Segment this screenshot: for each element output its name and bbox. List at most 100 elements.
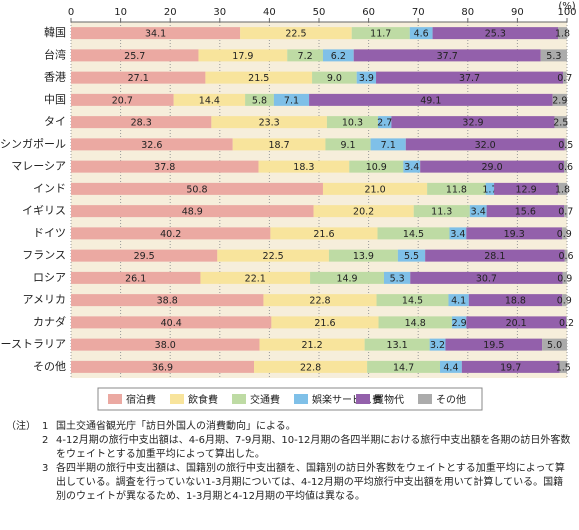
note-row: （注） 1 国土交通省観光庁「訪日外国人の消費動向」による。 <box>6 420 572 434</box>
x-tick-label: 70 <box>412 7 425 18</box>
note-text: 4-12月期の旅行中支出額は、4-6月期、7-9月期、10-12月期の各四半期に… <box>56 435 571 460</box>
chart: (%) 0 10 20 30 40 50 60 70 80 90 100 韓国 34.1 22.5 11.7… <box>0 1 577 411</box>
bar-segment <box>449 227 467 240</box>
note-number: 2 <box>42 435 49 446</box>
bar-segment <box>273 93 310 106</box>
value-label: 1.8 <box>555 184 570 195</box>
y-tick-label: インド <box>33 182 66 195</box>
bar-segment <box>391 116 555 129</box>
bar-segment <box>494 182 559 195</box>
bar-segment <box>427 182 486 195</box>
note-text: 国土交通省観光庁「訪日外国人の消費動向」による。 <box>56 421 296 432</box>
bar-segment <box>378 116 392 129</box>
bar-segment <box>429 338 446 351</box>
value-label: 22.8 <box>300 362 321 373</box>
value-label: 21.6 <box>314 318 335 329</box>
x-tick-label: 20 <box>164 7 177 18</box>
notes: （注） 1 国土交通省観光庁「訪日外国人の消費動向」による。 2 4-12月期の旅行中支… <box>6 420 572 504</box>
legend-box <box>97 387 483 411</box>
value-label: 7.1 <box>284 95 299 106</box>
bar-segment <box>217 249 329 262</box>
y-tick-label: アメリカ <box>23 293 66 306</box>
legend-swatch <box>294 394 308 404</box>
bar-segment <box>563 71 567 84</box>
bar-segment <box>71 271 201 284</box>
bar-segment <box>287 49 323 62</box>
value-label: 14.7 <box>393 362 414 373</box>
bar-segment <box>351 27 410 40</box>
value-label: 36.9 <box>152 362 173 373</box>
bar-segment <box>378 316 452 329</box>
bar-segment <box>466 316 567 329</box>
value-label: 0.9 <box>557 273 572 284</box>
value-label: 6.2 <box>331 51 346 62</box>
bar-segment <box>205 71 313 84</box>
x-tick-label: 30 <box>213 7 226 18</box>
bar-segment <box>71 160 259 173</box>
value-label: 4.6 <box>414 29 429 40</box>
x-tick-label: 100 <box>557 7 576 18</box>
bar-segment <box>310 271 384 284</box>
value-label: 32.6 <box>141 140 162 151</box>
value-label: 20.1 <box>506 318 527 329</box>
bar-segment <box>409 27 433 40</box>
value-label: 13.1 <box>387 340 408 351</box>
value-label: 19.5 <box>483 340 504 351</box>
value-label: 4.1 <box>451 296 466 307</box>
value-label: 9.1 <box>340 140 355 151</box>
note-label: （注） <box>6 421 36 432</box>
unit-label: (%) <box>558 1 575 12</box>
note-label <box>6 434 42 462</box>
value-label: 32.0 <box>475 140 496 151</box>
x-tick-label: 90 <box>511 7 524 18</box>
value-label: 28.1 <box>484 251 505 262</box>
x-tick-label: 0 <box>68 7 74 18</box>
bar-segment <box>562 227 567 240</box>
bar-segment <box>440 360 462 373</box>
bar-segment <box>71 49 199 62</box>
legend-swatch <box>232 394 246 404</box>
bar-segment <box>425 249 565 262</box>
value-label: 21.6 <box>313 229 334 240</box>
value-label: 1.5 <box>556 362 571 373</box>
bar-segment <box>558 182 567 195</box>
value-label: 40.2 <box>160 229 181 240</box>
y-tick-label: ロシア <box>33 271 66 284</box>
value-label: 9.0 <box>327 73 342 84</box>
note-number: 1 <box>42 421 49 432</box>
x-tick-label: 50 <box>313 7 326 18</box>
bar-segment <box>71 294 264 307</box>
value-label: 23.3 <box>259 118 280 129</box>
y-tick-label: 中国 <box>44 93 66 106</box>
bar-segment <box>376 294 449 307</box>
value-label: 2.5 <box>553 118 568 129</box>
value-label: 7.2 <box>298 51 313 62</box>
bar-segment <box>564 249 568 262</box>
bar-segment <box>349 160 404 173</box>
bar-segment <box>554 116 567 129</box>
value-label: 0.5 <box>558 140 573 151</box>
bar-segment <box>562 294 567 307</box>
x-tick-label: 10 <box>114 7 127 18</box>
bar-segment <box>71 227 271 240</box>
value-label: 0.2 <box>559 318 574 329</box>
bar-segment <box>445 338 543 351</box>
bar-segment <box>559 360 567 373</box>
bar-segment <box>322 49 354 62</box>
bar-segment <box>451 316 467 329</box>
value-label: 22.8 <box>309 296 330 307</box>
value-label: 20.2 <box>353 207 374 218</box>
bar-segment <box>325 138 371 151</box>
y-tick-label: 香港 <box>44 71 66 84</box>
value-label: 19.7 <box>500 362 521 373</box>
legend-swatch <box>418 394 432 404</box>
legend-swatch <box>356 394 370 404</box>
value-label: 26.1 <box>125 273 146 284</box>
bar-segment <box>383 271 411 284</box>
y-tick-label: 台湾 <box>44 47 66 61</box>
value-label: 37.7 <box>459 73 480 84</box>
value-label: 11.3 <box>431 207 452 218</box>
value-label: 17.9 <box>232 51 253 62</box>
value-label: 3.4 <box>450 229 465 240</box>
value-label: 2.9 <box>552 95 567 106</box>
